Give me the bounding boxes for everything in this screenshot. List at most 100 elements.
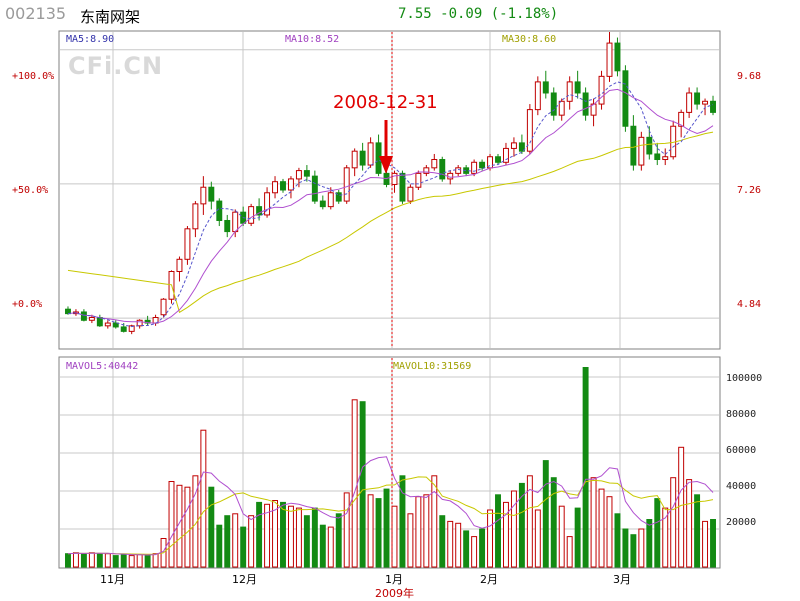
- candle-body: [415, 172, 422, 188]
- volume-bar: [65, 553, 71, 568]
- ma10-line: [67, 88, 714, 324]
- volume-bar: [503, 501, 509, 568]
- volume-bar: [335, 513, 342, 568]
- candle-body: [423, 167, 430, 174]
- candle-body: [88, 317, 95, 321]
- candle-body: [518, 142, 525, 152]
- volume-bar: [367, 494, 374, 568]
- volume-bar: [622, 528, 629, 568]
- candle-body: [630, 125, 637, 166]
- candle-body: [542, 81, 549, 94]
- candle-body: [287, 178, 294, 191]
- volume-bar: [272, 500, 278, 568]
- volume-bar: [574, 507, 581, 568]
- candle-body: [216, 200, 223, 221]
- volume-bar: [144, 554, 151, 568]
- candle-body: [471, 161, 478, 174]
- cfi-watermark: CFi.CN: [68, 52, 164, 80]
- pct-label-0: +0.0%: [12, 299, 43, 310]
- volume-bar: [638, 528, 645, 568]
- candle-body: [598, 75, 605, 105]
- volume-bar: [582, 367, 589, 568]
- volume-bar: [431, 475, 438, 568]
- vol-tick-20000: 20000: [726, 517, 757, 528]
- volume-bars: [65, 367, 716, 568]
- candle-body: [359, 150, 366, 166]
- candle-body: [550, 92, 557, 116]
- volume-bar: [96, 553, 103, 568]
- candle-body: [391, 172, 398, 185]
- candle-body: [128, 325, 135, 332]
- candle-body: [479, 161, 486, 169]
- candle-body: [120, 326, 127, 332]
- candle-body: [606, 42, 613, 77]
- volume-bar: [80, 553, 87, 568]
- candle-body: [399, 172, 406, 202]
- volume-bar: [200, 429, 207, 568]
- vol-tick-80000: 80000: [726, 409, 757, 420]
- volume-bar: [686, 479, 693, 568]
- volume-bar: [558, 505, 565, 568]
- volume-bar: [232, 513, 239, 568]
- month-label-nov: 11月: [100, 573, 125, 586]
- volume-bar: [590, 477, 597, 568]
- volume-bar: [295, 507, 302, 568]
- volume-bar: [128, 555, 135, 568]
- price-label-mid: 7.26: [737, 185, 762, 196]
- candle-body: [112, 322, 119, 328]
- candle-body: [614, 42, 621, 72]
- volume-bar: [88, 552, 95, 568]
- month-label-feb: 2月: [480, 573, 498, 586]
- volume-bar: [375, 498, 382, 568]
- candle-body: [510, 142, 517, 149]
- volume-bar: [526, 475, 533, 568]
- volume-bar: [606, 496, 613, 568]
- candle-body: [439, 159, 446, 180]
- volume-bar: [415, 496, 422, 568]
- volume-bar: [319, 524, 326, 568]
- year-label: 2009年: [375, 587, 414, 600]
- volume-bar: [72, 552, 79, 568]
- candle-body: [654, 153, 661, 161]
- candle-body: [407, 186, 414, 202]
- volume-bar: [359, 401, 366, 568]
- pct-label-50: +50.0%: [12, 185, 49, 196]
- mavol10-line: [67, 476, 714, 555]
- candle-body: [295, 170, 302, 180]
- ma30-line: [67, 131, 714, 314]
- volume-bar: [256, 501, 263, 568]
- candle-body: [303, 170, 310, 177]
- candle-body: [686, 92, 693, 113]
- volume-bar: [303, 515, 310, 568]
- candle-body: [566, 81, 573, 102]
- volume-bar: [662, 507, 669, 568]
- volume-bar: [240, 526, 247, 568]
- volume-bar: [407, 513, 414, 568]
- candle-body: [662, 156, 669, 161]
- volume-bar: [542, 460, 549, 568]
- volume-bar: [694, 494, 701, 568]
- volume-bar: [216, 524, 223, 568]
- volume-bar: [487, 509, 494, 568]
- volume-bar: [327, 526, 334, 568]
- month-label-dec: 12月: [232, 573, 257, 586]
- volume-bar: [351, 399, 358, 568]
- volume-bar: [104, 553, 111, 568]
- vol-tick-100000: 100000: [726, 373, 763, 384]
- candle-body: [248, 206, 255, 224]
- volume-bar: [287, 505, 294, 568]
- candle-body: [104, 322, 111, 327]
- volume-bar: [136, 554, 143, 568]
- candle-body: [208, 186, 215, 202]
- volume-bar: [112, 555, 119, 568]
- volume-bar: [479, 528, 486, 568]
- volume-bar: [280, 501, 286, 568]
- price-label-low: 4.84: [737, 299, 762, 310]
- volume-bar: [455, 522, 462, 568]
- stock-code: 002135: [5, 4, 67, 23]
- candle-body: [367, 142, 374, 166]
- volume-bar: [399, 475, 406, 568]
- candle-body: [702, 100, 709, 105]
- volume-bar: [510, 490, 517, 568]
- volume-panel-frame: [58, 356, 721, 569]
